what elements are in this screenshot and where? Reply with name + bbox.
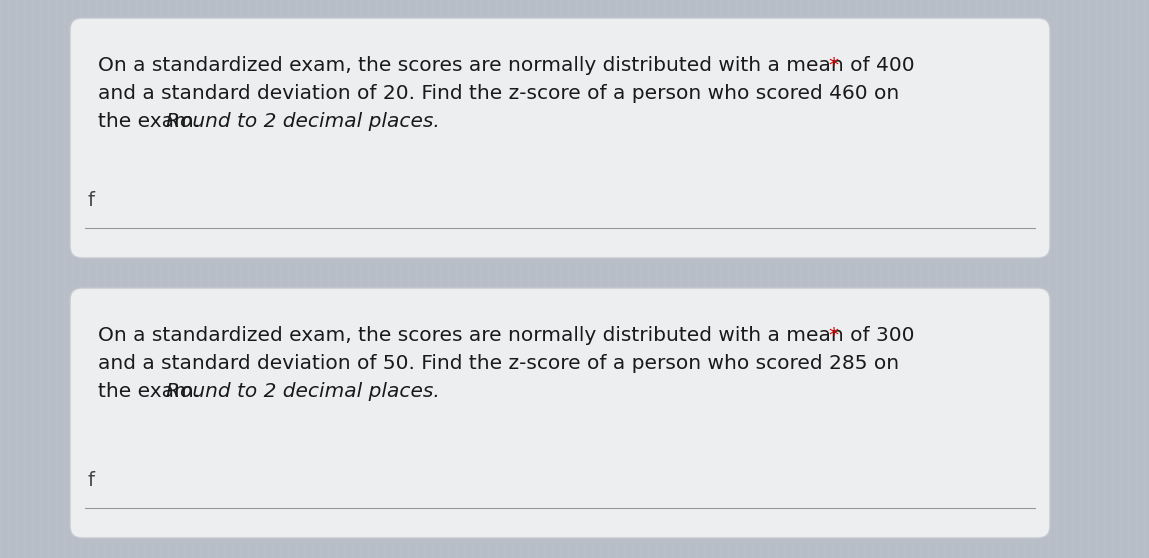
FancyBboxPatch shape (70, 18, 1050, 258)
Text: f: f (88, 471, 95, 490)
Text: On a standardized exam, the scores are normally distributed with a mean of 400: On a standardized exam, the scores are n… (98, 56, 915, 75)
Text: Round to 2 decimal places.: Round to 2 decimal places. (165, 112, 440, 131)
Text: the exam.: the exam. (98, 112, 207, 131)
Text: f: f (88, 191, 95, 210)
Text: *: * (828, 56, 838, 75)
Text: *: * (828, 326, 838, 345)
Text: Round to 2 decimal places.: Round to 2 decimal places. (165, 382, 440, 401)
FancyBboxPatch shape (70, 288, 1050, 538)
Text: On a standardized exam, the scores are normally distributed with a mean of 300: On a standardized exam, the scores are n… (98, 326, 915, 345)
Text: and a standard deviation of 50. Find the z-score of a person who scored 285 on: and a standard deviation of 50. Find the… (98, 354, 900, 373)
Text: the exam.: the exam. (98, 382, 207, 401)
Text: and a standard deviation of 20. Find the z-score of a person who scored 460 on: and a standard deviation of 20. Find the… (98, 84, 900, 103)
